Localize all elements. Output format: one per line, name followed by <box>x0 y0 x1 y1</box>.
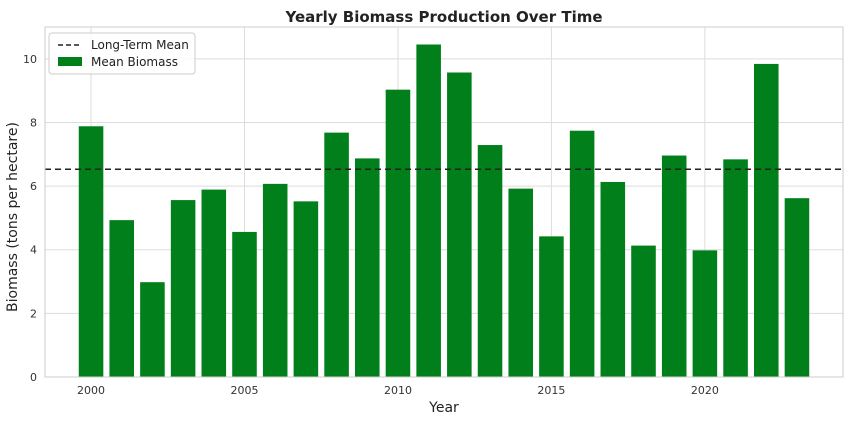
bar-2001 <box>109 220 135 377</box>
bar-2013 <box>477 145 503 377</box>
x-tick-label: 2020 <box>691 384 719 397</box>
bar-2002 <box>140 282 165 377</box>
bar-2022 <box>753 63 779 378</box>
bar-2016 <box>569 130 595 377</box>
legend-biomass-swatch <box>58 57 82 66</box>
x-tick-label: 2005 <box>231 384 259 397</box>
x-tick-label: 2000 <box>77 384 105 397</box>
bar-2010 <box>385 89 411 377</box>
chart-title: Yearly Biomass Production Over Time <box>284 8 602 26</box>
x-axis-label: Year <box>428 400 459 416</box>
bar-2006 <box>262 183 288 377</box>
bar-2004 <box>201 189 227 377</box>
y-tick-label: 10 <box>23 53 37 66</box>
bar-2018 <box>631 245 656 377</box>
y-axis-ticks: 0 2 4 6 8 10 <box>23 53 37 384</box>
bar-2005 <box>232 231 257 377</box>
bar-2011 <box>416 44 441 377</box>
bar-2021 <box>723 159 748 377</box>
x-tick-label: 2010 <box>384 384 412 397</box>
y-tick-label: 2 <box>30 307 37 320</box>
bar-2023 <box>784 198 810 377</box>
y-tick-label: 8 <box>30 116 37 129</box>
bar-2000 <box>78 126 104 377</box>
bar-2017 <box>600 181 626 377</box>
y-axis-label: Biomass (tons per hectare) <box>5 122 21 312</box>
legend-biomass-label: Mean Biomass <box>91 55 178 69</box>
y-tick-label: 4 <box>30 244 37 257</box>
bar-2007 <box>293 201 319 377</box>
x-tick-label: 2015 <box>537 384 565 397</box>
bars <box>78 44 810 378</box>
legend: Long-Term Mean Mean Biomass <box>48 32 196 75</box>
plot-frame <box>44 26 844 378</box>
y-tick-label: 0 <box>30 371 37 384</box>
bar-2003 <box>170 200 196 377</box>
x-axis-ticks: 2000 2005 2010 2015 2020 <box>77 384 719 397</box>
bar-2015 <box>539 236 564 377</box>
bar-2008 <box>324 132 349 377</box>
bar-2009 <box>354 158 380 377</box>
bar-2012 <box>447 72 472 377</box>
bar-2019 <box>661 155 687 377</box>
legend-box <box>48 32 196 75</box>
y-tick-label: 6 <box>30 180 37 193</box>
bar-2014 <box>508 188 534 377</box>
legend-mean-label: Long-Term Mean <box>91 38 189 52</box>
bar-2020 <box>692 250 718 377</box>
